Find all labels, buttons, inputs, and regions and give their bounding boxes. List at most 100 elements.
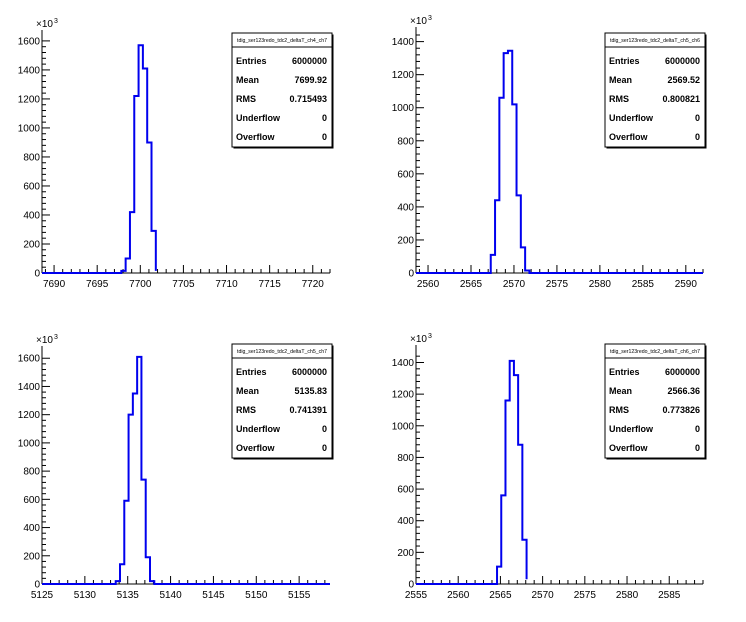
histogram-series <box>42 355 330 585</box>
x-tick-label: 2570 <box>503 279 526 290</box>
stats-box-frame <box>231 343 333 459</box>
y-tick-label: 0 <box>34 580 40 591</box>
y-tick-label: 600 <box>23 495 40 506</box>
stats-value: 6000000 <box>292 56 327 66</box>
y-exponent-value: 3 <box>54 334 58 341</box>
stats-value: 2569.52 <box>667 75 700 85</box>
y-tick-label: 1200 <box>392 70 415 81</box>
stats-value: 0 <box>322 443 327 453</box>
y-tick-label: 1400 <box>392 358 415 369</box>
x-tick-label: 7715 <box>259 279 282 290</box>
y-tick-label: 800 <box>397 453 414 464</box>
y-tick-label: 1000 <box>392 103 415 114</box>
y-exponent-value: 3 <box>428 333 432 340</box>
histogram-panel-1: 0 200 400 600 800 1000 1200 1400 1600 ×10 3 7690 769… <box>18 18 334 290</box>
y-tick-label: 1000 <box>18 123 41 134</box>
stats-value: 5135.83 <box>294 386 327 396</box>
stats-label: Mean <box>236 386 259 396</box>
y-exponent-label: ×10 <box>410 16 427 27</box>
y-tick-label: 800 <box>23 467 40 478</box>
y-tick-label: 1400 <box>392 37 415 48</box>
stats-value: 0 <box>322 424 327 434</box>
x-tick-label: 5155 <box>288 590 311 601</box>
x-tick-label: 7695 <box>86 279 109 290</box>
stats-box-title: tdig_ser123redo_tdc2_deltaT_ch6_ch7 <box>610 349 700 355</box>
stats-label: Overflow <box>609 132 649 142</box>
y-tick-label: 200 <box>23 551 40 562</box>
stats-label: Overflow <box>236 132 276 142</box>
stats-box: tdig_ser123redo_tdc2_deltaT_ch6_ch7 Entri… <box>604 343 707 460</box>
stats-value: 7699.92 <box>294 75 327 85</box>
stats-value: 0.715493 <box>289 94 327 104</box>
stats-value: 0.773826 <box>662 405 700 415</box>
x-tick-label: 5130 <box>74 590 97 601</box>
y-tick-label: 1600 <box>18 354 41 365</box>
y-tick-label: 200 <box>397 235 414 246</box>
stats-label: Underflow <box>236 113 281 123</box>
y-exponent-value: 3 <box>428 15 432 22</box>
stats-value: 0.741391 <box>289 405 327 415</box>
stats-value: 0 <box>695 132 700 142</box>
x-tick-label: 2555 <box>405 590 428 601</box>
stats-value: 0 <box>695 113 700 123</box>
histogram-panel-3: 0 200 400 600 800 1000 1200 1400 1600 ×10 3 5125 513… <box>18 334 334 601</box>
x-tick-label: 2590 <box>675 279 698 290</box>
stats-label: Entries <box>609 367 640 377</box>
y-tick-label: 200 <box>23 239 40 250</box>
y-exponent-value: 3 <box>54 18 58 25</box>
stats-label: Mean <box>609 386 632 396</box>
stats-value: 6000000 <box>665 56 700 66</box>
x-tick-label: 7705 <box>172 279 195 290</box>
stats-box-title: tdig_ser123redo_tdc2_deltaT_ch5_ch7 <box>237 349 327 355</box>
histogram-series <box>42 44 157 274</box>
stats-label: RMS <box>609 405 629 415</box>
y-tick-label: 1000 <box>18 438 41 449</box>
x-tick-label: 2575 <box>574 590 597 601</box>
stats-label: Entries <box>236 56 267 66</box>
y-tick-label: 0 <box>408 580 414 591</box>
x-tick-label: 2580 <box>616 590 639 601</box>
stats-label: Mean <box>236 75 259 85</box>
x-tick-label: 2565 <box>489 590 512 601</box>
stats-label: RMS <box>609 94 629 104</box>
stats-box: tdig_ser123redo_tdc2_deltaT_ch5_ch6 Entri… <box>604 32 707 149</box>
x-tick-label: 7720 <box>302 279 325 290</box>
y-tick-label: 0 <box>408 269 414 280</box>
x-tick-label: 2585 <box>632 279 655 290</box>
y-tick-label: 1400 <box>18 65 41 76</box>
y-tick-label: 400 <box>397 516 414 527</box>
x-tick-label: 7710 <box>215 279 238 290</box>
stats-label: Underflow <box>236 424 281 434</box>
x-tick-label: 7700 <box>129 279 152 290</box>
stats-box-title: tdig_ser123redo_tdc2_deltaT_ch5_ch6 <box>610 38 700 44</box>
x-tick-label: 5125 <box>31 590 54 601</box>
stats-label: Underflow <box>609 113 654 123</box>
y-tick-label: 200 <box>397 548 414 559</box>
stats-box: tdig_ser123redo_tdc2_deltaT_ch5_ch7 Entri… <box>231 343 334 460</box>
y-tick-label: 800 <box>397 136 414 147</box>
stats-box-frame <box>604 32 706 148</box>
stats-box-frame <box>231 32 333 148</box>
stats-box-title: tdig_ser123redo_tdc2_deltaT_ch4_ch7 <box>237 38 327 44</box>
y-tick-label: 0 <box>34 269 40 280</box>
y-tick-label: 1600 <box>18 36 41 47</box>
stats-box-frame <box>604 343 706 459</box>
stats-label: RMS <box>236 405 256 415</box>
histogram-panel-2: 0 200 400 600 800 1000 1200 1400 ×10 3 2560 2565 257… <box>392 15 707 290</box>
y-tick-label: 400 <box>397 202 414 213</box>
histogram-bin <box>133 394 137 584</box>
x-tick-label: 2585 <box>658 590 681 601</box>
stats-value: 2566.36 <box>667 386 700 396</box>
y-tick-label: 1200 <box>18 410 41 421</box>
y-exponent-label: ×10 <box>36 335 53 346</box>
y-tick-label: 1000 <box>392 421 415 432</box>
stats-label: Overflow <box>609 443 649 453</box>
y-tick-label: 800 <box>23 152 40 163</box>
histogram-panel-4: 0 200 400 600 800 1000 1200 1400 ×10 3 2555 2560 256… <box>392 333 707 601</box>
x-tick-label: 2560 <box>447 590 470 601</box>
x-tick-label: 5140 <box>159 590 182 601</box>
y-tick-label: 1200 <box>18 94 41 105</box>
x-tick-label: 2575 <box>546 279 569 290</box>
stats-value: 6000000 <box>665 367 700 377</box>
